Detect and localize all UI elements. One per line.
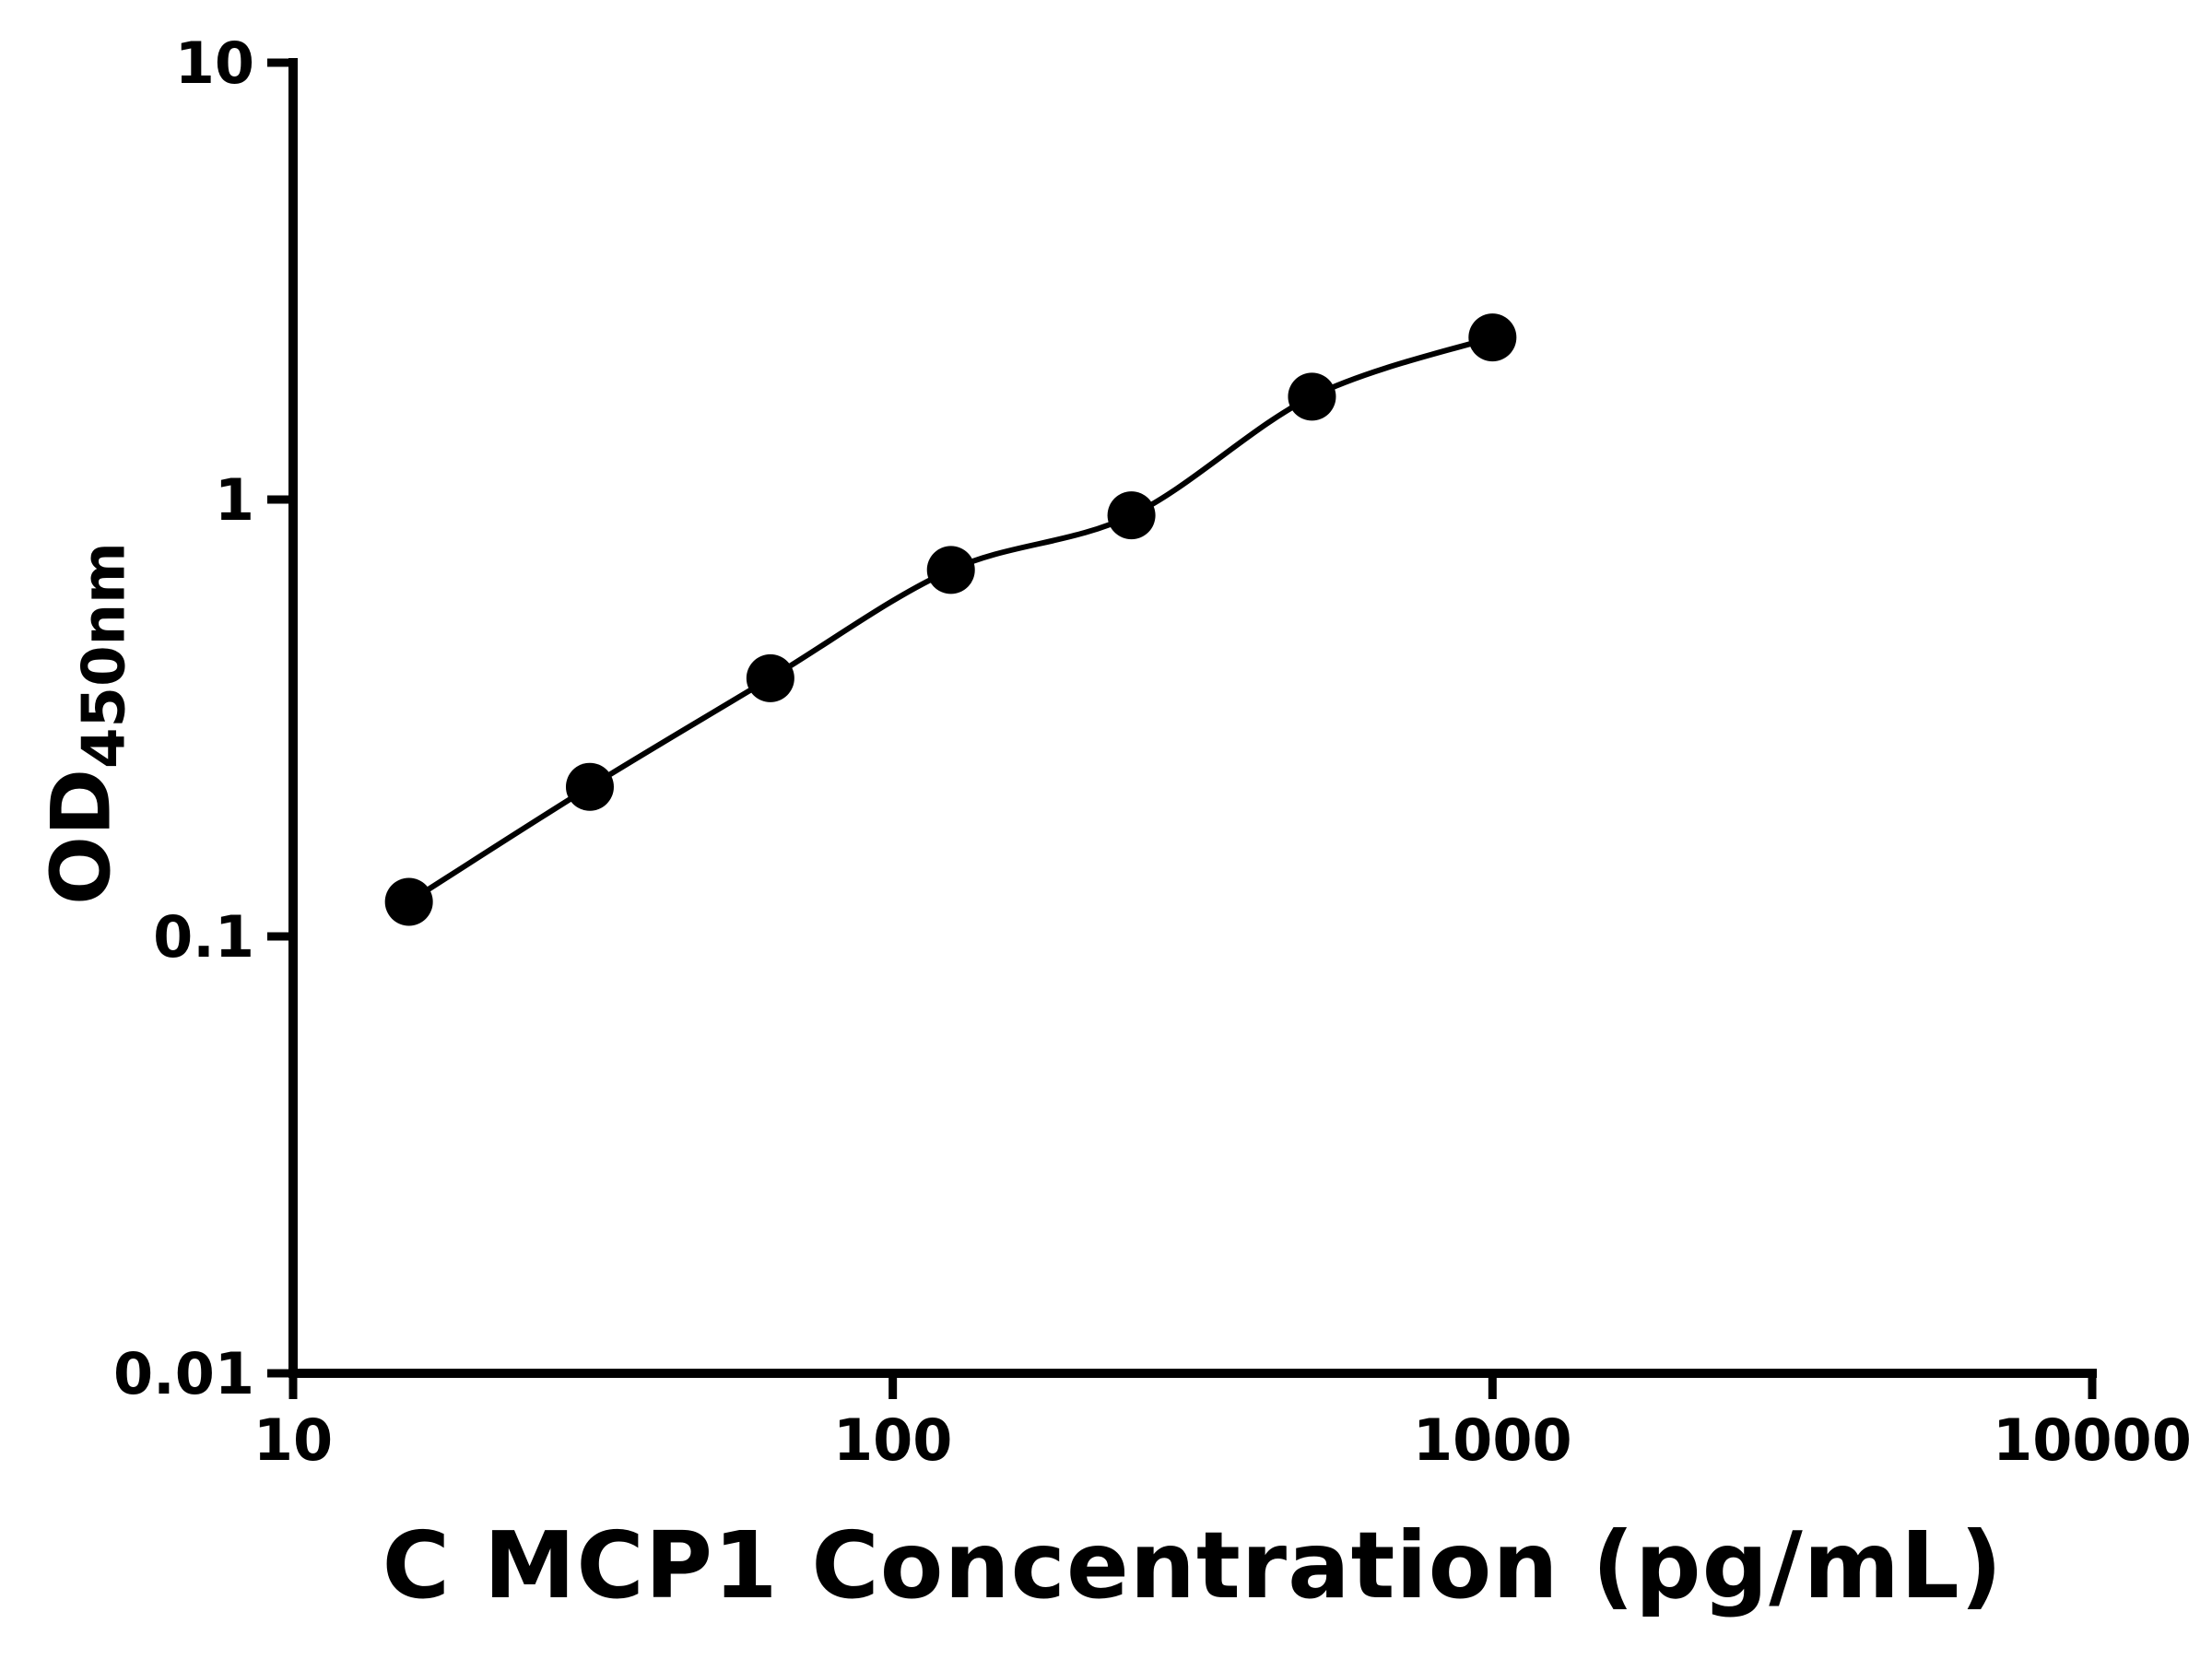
x-tick-label: 10000 [1993, 1406, 2192, 1474]
x-tick-label: 10 [253, 1406, 333, 1474]
y-axis-title-main: OD [33, 768, 129, 905]
y-tick-label: 0.01 [113, 1340, 254, 1407]
y-axis-title: OD450nm [33, 542, 139, 905]
y-axis-title-subscript: 450nm [70, 542, 139, 769]
axis-lines [288, 58, 2097, 1378]
x-tick-label: 1000 [1413, 1406, 1572, 1474]
data-point [746, 653, 794, 702]
fit-curve [407, 335, 1494, 904]
x-tick-label: 100 [833, 1406, 952, 1474]
y-tick-label: 10 [175, 29, 254, 97]
data-point [1288, 372, 1336, 421]
data-point [1468, 313, 1517, 362]
y-tick-label: 0.1 [153, 903, 254, 971]
data-point [1107, 491, 1156, 540]
y-tick-label: 1 [215, 466, 254, 534]
x-axis-title: C MCP1 Concentration (pg/mL) [382, 1512, 2004, 1619]
data-point [565, 762, 614, 811]
data-point [384, 877, 433, 926]
data-point [926, 546, 975, 594]
